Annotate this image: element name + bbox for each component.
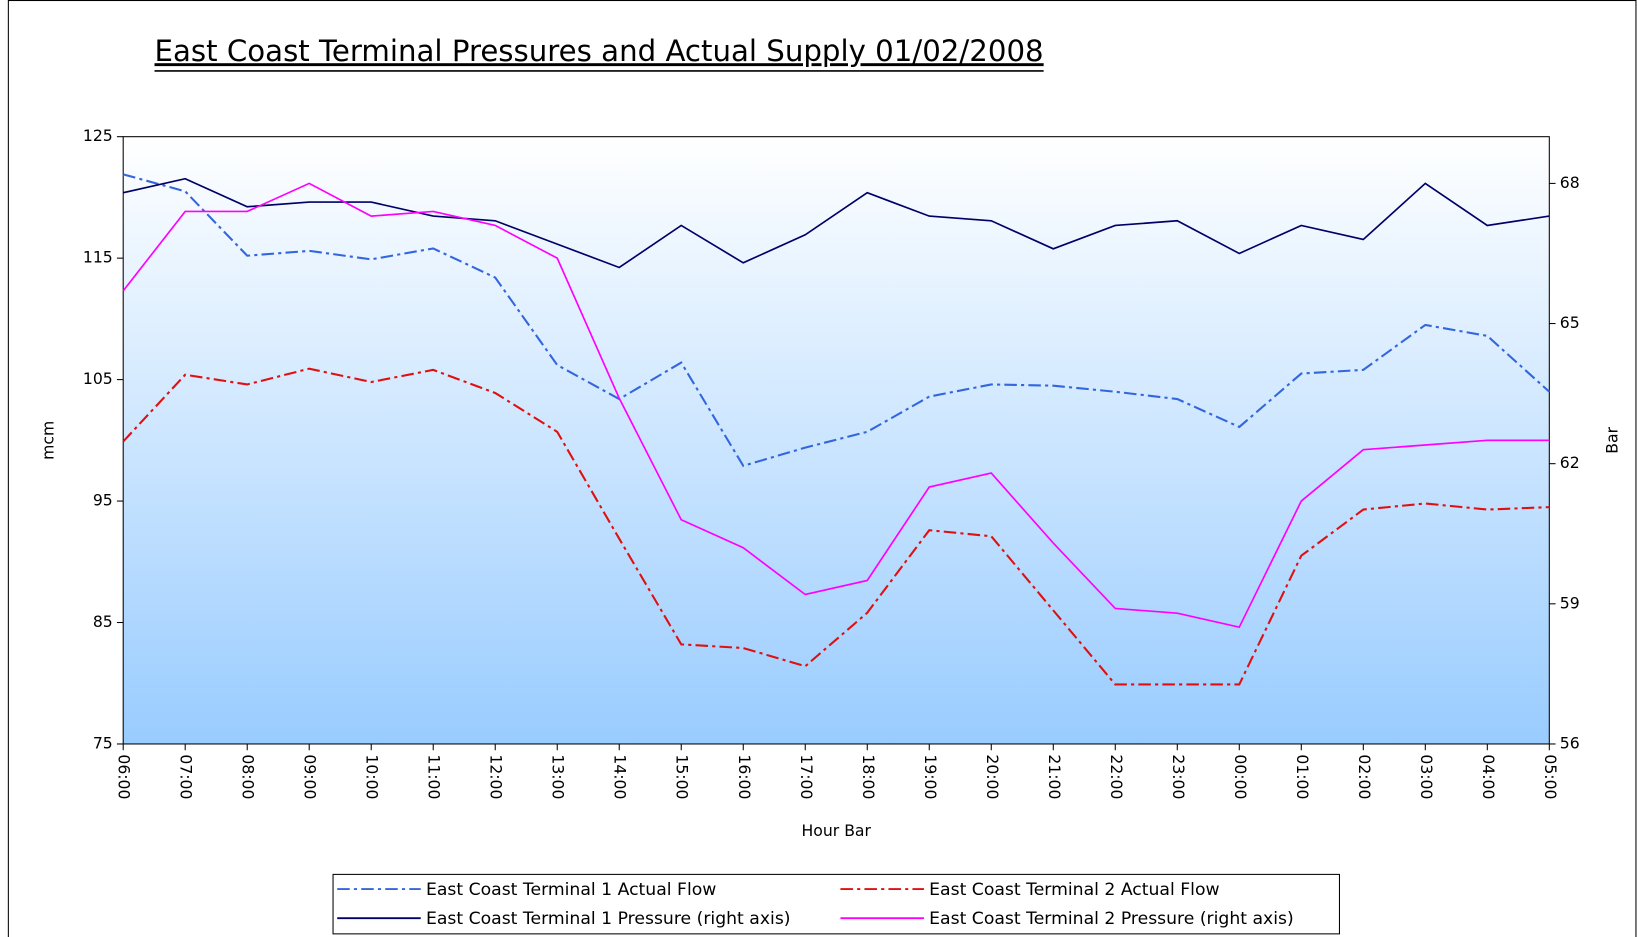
x-tick-label: 06:00 [115,754,134,799]
x-tick-label: 09:00 [301,754,320,799]
y2-axis-label: Bar [1602,426,1621,453]
x-tick-label: 00:00 [1231,754,1250,799]
y-tick-label: 95 [93,491,113,510]
x-tick-label: 22:00 [1107,754,1126,799]
y-tick-label: 125 [83,126,113,145]
y2-tick-label: 65 [1560,313,1580,332]
x-tick-label: 14:00 [611,754,630,799]
x-tick-label: 01:00 [1293,754,1312,799]
x-tick-label: 03:00 [1417,754,1436,799]
x-axis-label: Hour Bar [802,821,872,840]
x-tick-label: 10:00 [363,754,382,799]
series-line [122,367,1550,686]
legend-label: East Coast Terminal 1 Pressure (right ax… [426,909,791,929]
x-tick-label: 18:00 [859,754,878,799]
y-tick-label: 75 [93,733,113,752]
x-tick-label: 04:00 [1479,754,1498,799]
legend-label: East Coast Terminal 2 Pressure (right ax… [929,909,1294,929]
x-tick-label: 15:00 [673,754,692,799]
legend-label: East Coast Terminal 2 Actual Flow [929,880,1219,900]
x-tick-label: 07:00 [177,754,196,799]
legend-label: East Coast Terminal 1 Actual Flow [426,880,716,900]
y-tick-label: 85 [93,612,113,631]
x-tick-label: 13:00 [549,754,568,799]
chart-title: East Coast Terminal Pressures and Actual… [155,34,1044,68]
y-tick-label: 115 [83,248,113,267]
series-line [122,182,1550,629]
y2-tick-label: 68 [1560,173,1580,192]
x-tick-label: 12:00 [487,754,506,799]
x-tick-label: 19:00 [921,754,940,799]
y2-tick-label: 59 [1560,593,1580,612]
series-line [122,173,1551,468]
x-tick-label: 05:00 [1541,754,1560,799]
series-line [123,177,1550,269]
y2-tick-label: 56 [1560,733,1580,752]
x-tick-label: 17:00 [797,754,816,799]
x-tick-label: 20:00 [983,754,1002,799]
y-tick-label: 105 [83,369,113,388]
y2-tick-label: 62 [1560,453,1580,472]
x-tick-label: 11:00 [425,754,444,799]
x-tick-label: 21:00 [1045,754,1064,799]
x-tick-label: 23:00 [1169,754,1188,799]
x-tick-label: 08:00 [239,754,258,799]
legend-box [332,873,1340,935]
x-tick-label: 02:00 [1355,754,1374,799]
y-axis-label: mcm [39,421,58,460]
x-tick-label: 16:00 [735,754,754,799]
